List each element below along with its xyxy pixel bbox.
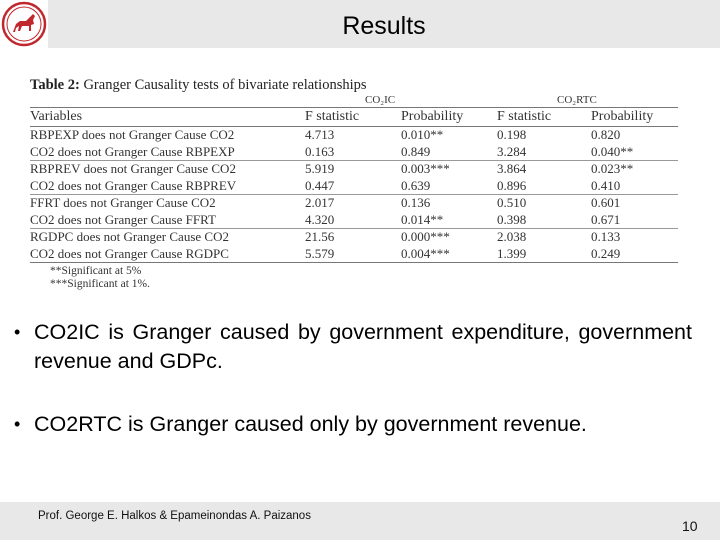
table-cell: 0.820 [591,127,621,143]
table-cell-variable: CO2 does not Granger Cause RGDPC [30,245,305,263]
table-cell: 0.410 [591,177,621,193]
table-row: RGDPC does not Granger Cause CO2 21.56 0… [30,228,678,246]
table-cell: 0.000*** [401,228,497,246]
table-cell: 0.671 [591,211,621,227]
column-header-f-statistic: F statistic [305,107,401,127]
page-number: 10 [682,518,698,534]
table-cell: 2.038 [497,228,591,246]
table-cell: 0.447 [305,177,335,193]
table-cell-variable: CO2 does not Granger Cause RBPREV [30,177,237,193]
table-cell: 0.003*** [401,160,497,178]
table-cell: 3.864 [497,160,591,178]
table-cell: 0.004*** [401,245,497,263]
table-cell: 1.399 [497,245,591,263]
table-cell: 0.249 [591,245,678,263]
table-cell: 0.639 [401,177,431,193]
table-cell: 4.320 [305,211,335,227]
column-header-row: Variables F statistic Probability F stat… [30,107,678,127]
table-cell: 5.579 [305,245,401,263]
table-cell: 0.896 [497,177,527,193]
table-cell: 2.017 [305,194,401,212]
table-cell-variable: CO2 does not Granger Cause RBPEXP [30,143,235,159]
table-cell: 0.133 [591,228,678,246]
group-header-co2rtc: CO₂RTC [557,94,597,106]
table-row: CO2 does not Granger Cause RBPEXP 0.163 … [30,144,678,161]
bullet-item: • CO2IC is Granger caused by government … [14,318,692,376]
table-cell: 21.56 [305,228,401,246]
table-row: CO2 does not Granger Cause FFRT 4.320 0.… [30,212,678,229]
table-cell: 0.510 [497,194,591,212]
bullet-text: CO2RTC is Granger caused only by governm… [34,412,587,436]
table-cell: 0.198 [497,127,527,143]
table-cell: 3.284 [497,143,527,159]
horse-emblem-icon [1,1,47,47]
table-cell-variable: RBPREV does not Granger Cause CO2 [30,160,305,178]
footer-authors: Prof. George E. Halkos & Epameinondas A.… [38,510,311,522]
table-caption-text: Granger Causality tests of bivariate rel… [79,77,367,93]
group-header-co2ic: CO₂IC [365,94,396,106]
column-header-f-statistic: F statistic [497,107,591,127]
table-cell-variable: RGDPC does not Granger Cause CO2 [30,228,305,246]
table-cell: 4.713 [305,127,335,143]
table-row: CO2 does not Granger Cause RGDPC 5.579 0… [30,245,678,263]
table-note: ***Significant at 1%. [50,278,150,290]
group-header-row: CO₂IC CO₂RTC [30,94,678,108]
column-header-probability: Probability [591,107,678,127]
table-row: RBPEXP does not Granger Cause CO2 4.713 … [30,127,678,144]
table-row: RBPREV does not Granger Cause CO2 5.919 … [30,160,678,178]
table-caption: Table 2: Granger Causality tests of biva… [30,76,682,94]
bullet-item: • CO2RTC is Granger caused only by gover… [14,410,692,439]
table-cell: 0.136 [401,194,497,212]
university-logo [0,0,48,48]
table-cell: 0.163 [305,143,335,159]
bullet-dot-icon: • [14,414,21,434]
table-cell-variable: RBPEXP does not Granger Cause CO2 [30,127,235,143]
table-row: FFRT does not Granger Cause CO2 2.017 0.… [30,194,678,212]
footer-bar [0,502,720,540]
title-bar [0,0,720,48]
table-row: CO2 does not Granger Cause RBPREV 0.447 … [30,178,678,195]
table-cell-variable: FFRT does not Granger Cause CO2 [30,194,305,212]
table-cell: 0.010** [401,127,444,143]
table-notes: **Significant at 5% ***Significant at 1%… [50,265,682,291]
granger-table-figure: Table 2: Granger Causality tests of biva… [30,76,682,291]
bullet-text: CO2IC is Granger caused by government ex… [34,320,692,373]
table-cell: 0.023** [591,160,678,178]
bullet-dot-icon: • [14,322,21,342]
table-cell: 0.014** [401,211,444,227]
column-header-variables: Variables [30,107,305,127]
table-note: **Significant at 5% [50,265,142,277]
table-cell: 0.040** [591,143,634,159]
table-cell: 0.849 [401,143,431,159]
bullet-list: • CO2IC is Granger caused by government … [14,318,692,439]
column-header-probability: Probability [401,107,497,127]
granger-causality-table: CO₂IC CO₂RTC Variables F statistic Proba… [30,94,678,263]
table-cell: 0.601 [591,194,678,212]
table-caption-label: Table 2: [30,77,80,93]
table-cell-variable: CO2 does not Granger Cause FFRT [30,211,216,227]
table-cell: 5.919 [305,160,401,178]
table-cell: 0.398 [497,211,527,227]
slide-title: Results [342,12,426,40]
